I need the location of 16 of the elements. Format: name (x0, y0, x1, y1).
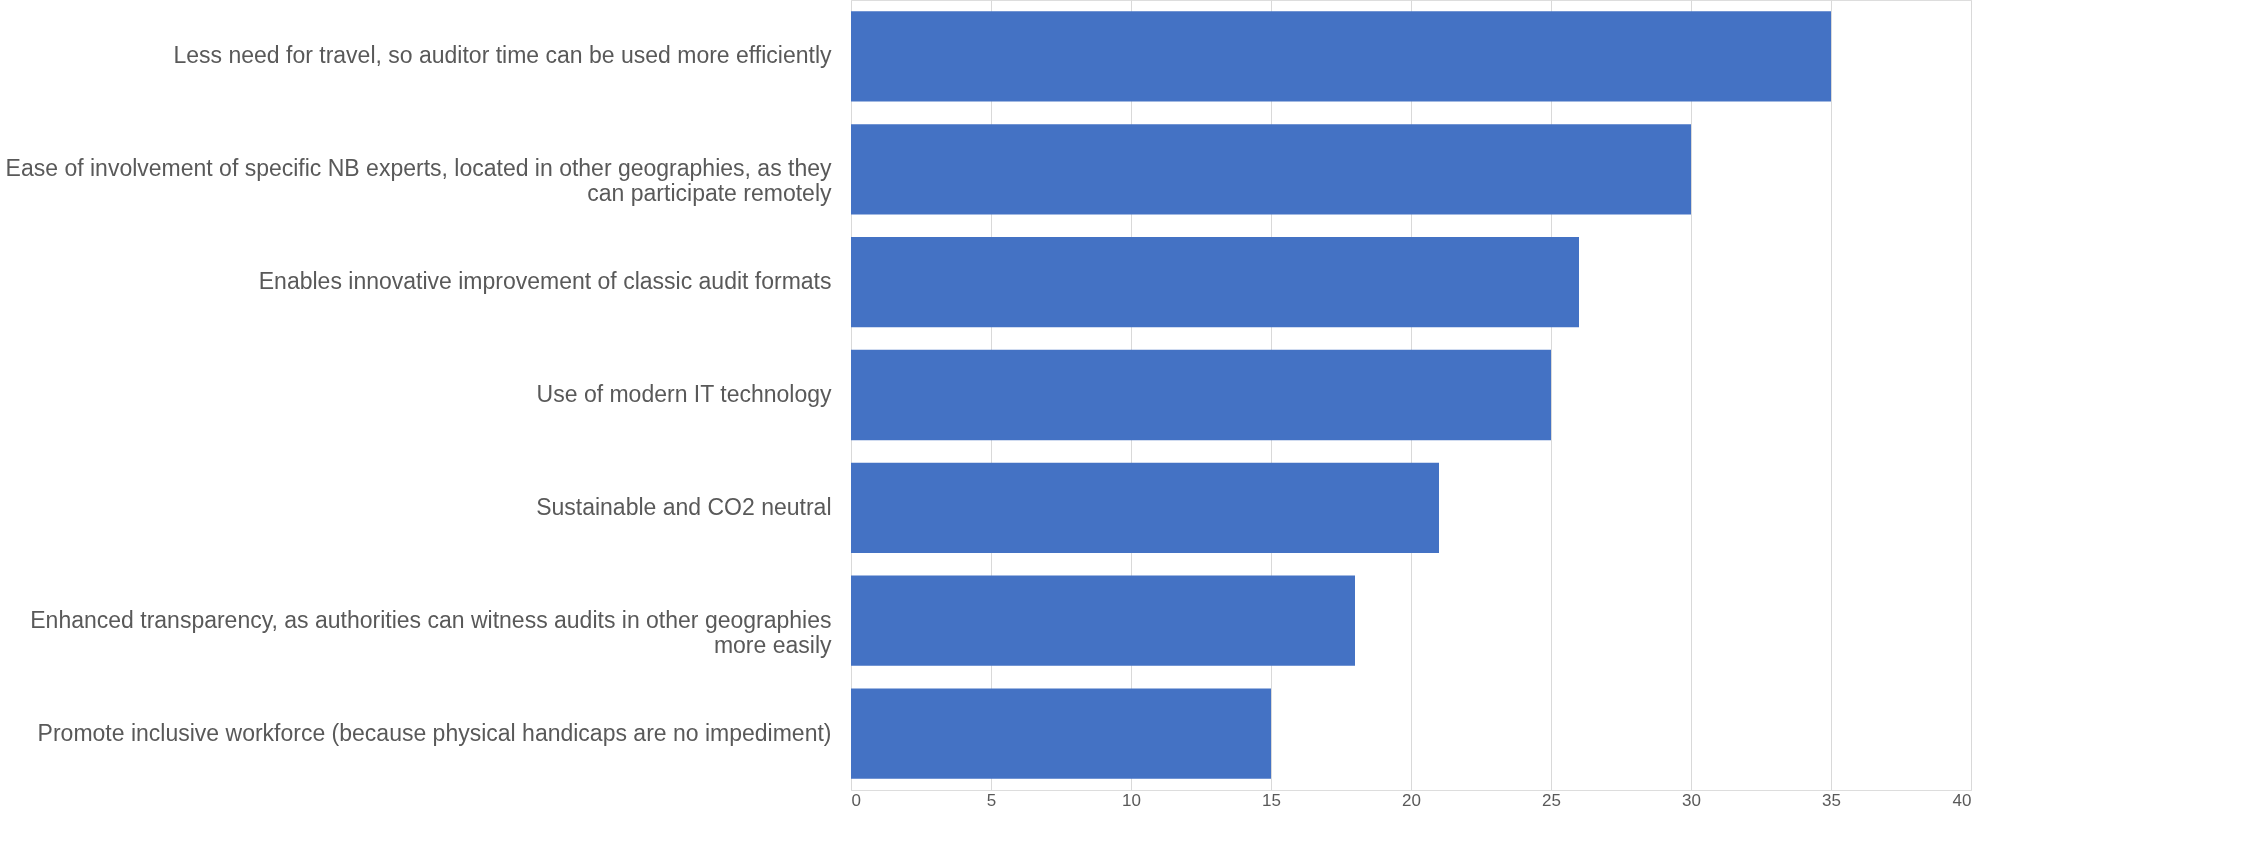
x-tick-label: 35 (1822, 790, 1841, 810)
x-tick-label: 20 (1402, 790, 1421, 810)
y-tick-label: Promote inclusive workforce (because physical handicaps are no impediment) (37, 719, 832, 746)
y-tick-label: Use of modern IT technology (536, 381, 832, 407)
x-tick-label: 30 (1682, 790, 1701, 810)
x-tick-label: 15 (1262, 790, 1281, 810)
y-tick-label: Sustainable and CO2 neutral (536, 493, 832, 520)
y-tick-label: Less need for travel, so auditor time can be used more efficiently (173, 42, 832, 69)
x-tick-label: 0 (851, 790, 861, 810)
x-tick-label: 5 (986, 790, 997, 810)
x-tick-label: 10 (1122, 790, 1141, 810)
x-tick-label: 25 (1542, 790, 1561, 810)
y-tick-label: Ease of involvement of specific NB experts, located in other geographies, as they can participate remotely (5, 155, 832, 207)
x-tick-label: 40 (1952, 790, 1972, 810)
y-tick-label: Enhanced transparency, as authorities can witness audits in other geographies more easily (30, 606, 832, 658)
y-tick-label: Enables innovative improvement of classic audit formats (258, 268, 832, 295)
